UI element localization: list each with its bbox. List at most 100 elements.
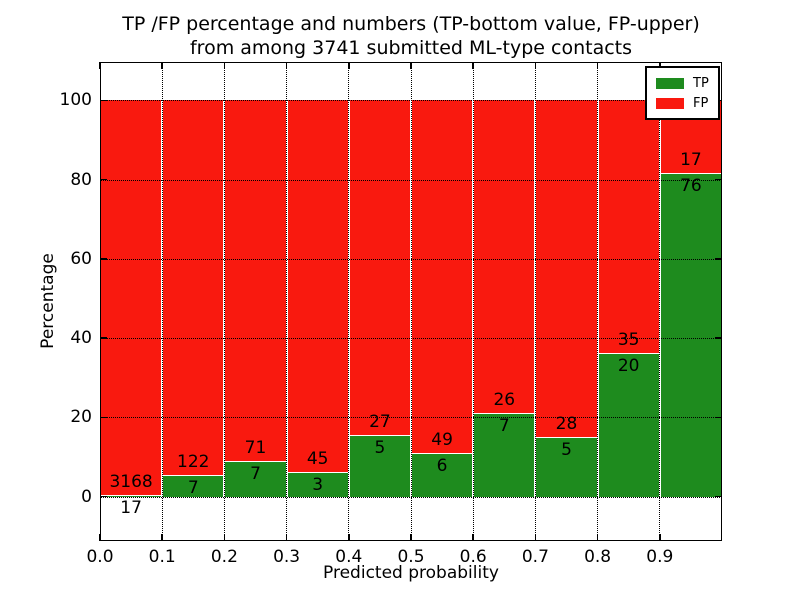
x-axis-label: Predicted probability <box>323 563 499 583</box>
x-tick-label: 0.8 <box>584 547 612 567</box>
bar-segment-tp <box>101 494 162 497</box>
x-tick-mark-top <box>410 62 412 69</box>
x-tick-mark-top <box>99 62 101 69</box>
gridline-horizontal <box>100 496 722 498</box>
x-tick-label: 0.0 <box>86 547 114 567</box>
y-tick-mark-right <box>715 416 722 419</box>
y-tick-label: 100 <box>59 90 92 111</box>
bar-segment-tp <box>536 436 597 497</box>
bar-label-tp: 7 <box>187 478 199 499</box>
x-tick-label: 0.3 <box>273 547 301 567</box>
bar-segment-tp <box>225 461 286 497</box>
bar-label-tp: 6 <box>436 456 448 477</box>
y-tick-mark <box>100 495 107 498</box>
bar-segment-tp <box>163 475 224 497</box>
gridline-vertical <box>161 62 163 541</box>
bar-segment-fp <box>163 100 224 476</box>
y-tick-mark <box>100 416 107 419</box>
gridline-vertical <box>659 62 661 541</box>
bar-label-fp: 35 <box>617 329 640 350</box>
y-tick-label: 60 <box>70 248 92 269</box>
bar-segment-fp <box>225 100 286 462</box>
bar-label-fp: 71 <box>244 438 267 459</box>
bar-label-tp: 5 <box>561 439 572 460</box>
y-tick-label: 80 <box>70 169 92 190</box>
bar-label-fp: 26 <box>493 389 516 410</box>
legend: TP FP <box>645 66 720 120</box>
x-tick-mark-top <box>161 62 163 69</box>
x-tick-label: 0.2 <box>210 547 238 567</box>
x-tick-mark-top <box>596 62 599 69</box>
x-tick-mark-top <box>223 62 226 69</box>
bar-segment-fp <box>598 100 659 353</box>
y-tick-label: 40 <box>70 328 92 349</box>
fp-color-swatch <box>656 97 684 109</box>
bar-label-fp: 27 <box>369 411 391 432</box>
y-tick-mark-right <box>715 337 722 339</box>
bar-segment-fp <box>536 100 597 437</box>
bar-label-tp: 20 <box>617 355 640 376</box>
x-tick-mark <box>659 534 661 541</box>
gridline-horizontal <box>100 258 722 260</box>
x-tick-mark <box>348 534 350 541</box>
x-tick-label: 0.7 <box>521 547 549 567</box>
plot-area: 3168 17 122 7 71 7 45 3 27 5 49 6 26 7 28 5 35 20 17 76 <box>99 62 722 541</box>
chart-title: TP /FP percentage and numbers (TP-bottom… <box>100 12 722 60</box>
chart-title-line1: TP /FP percentage and numbers (TP-bottom… <box>122 13 700 35</box>
x-tick-label: 0.6 <box>459 547 487 567</box>
x-tick-label: 0.1 <box>148 547 176 567</box>
gridline-vertical <box>472 62 474 541</box>
bar-label-fp: 3168 <box>109 471 153 492</box>
bar-label-fp: 45 <box>306 448 329 469</box>
gridline-vertical <box>597 62 599 541</box>
x-tick-mark <box>99 534 101 541</box>
bar-label-tp: 17 <box>120 497 142 518</box>
y-tick-label: 20 <box>70 407 92 428</box>
bar-segment-fp <box>474 100 535 413</box>
bar-segment-tp <box>412 453 473 497</box>
bar-segment-tp <box>598 352 659 497</box>
bar-label-tp: 7 <box>498 415 510 436</box>
x-tick-mark-top <box>472 62 474 69</box>
chart-title-line2: from among 3741 submitted ML-type contac… <box>189 37 633 59</box>
gridline-vertical <box>223 62 225 541</box>
gridline-vertical <box>410 62 412 541</box>
x-tick-mark <box>223 534 226 541</box>
x-tick-mark-top <box>285 62 288 69</box>
bar-label-fp: 28 <box>555 413 578 434</box>
y-tick-mark <box>100 258 107 260</box>
bar-segment-fp <box>101 100 162 495</box>
bar-label-fp: 49 <box>431 430 453 451</box>
tp-color-swatch <box>656 77 684 89</box>
y-tick-label: 0 <box>81 486 92 507</box>
bar-segment-fp <box>287 100 348 472</box>
x-tick-mark <box>161 534 163 541</box>
y-tick-mark <box>100 99 107 102</box>
bar-label-fp: 17 <box>680 149 702 170</box>
x-tick-label: 0.9 <box>646 547 674 567</box>
y-tick-mark <box>100 337 107 339</box>
y-tick-mark-right <box>715 258 722 260</box>
gridline-horizontal <box>100 179 722 181</box>
gridline-horizontal <box>100 417 722 419</box>
x-tick-mark-top <box>534 62 537 69</box>
bar-segment-tp <box>287 471 348 497</box>
bar-segment-fp <box>412 100 473 454</box>
y-tick-mark-right <box>715 178 722 181</box>
y-tick-mark <box>100 178 107 181</box>
x-tick-mark <box>596 534 599 541</box>
x-tick-mark <box>534 534 537 541</box>
legend-entry: FP <box>656 93 709 113</box>
bar-label-fp: 122 <box>177 452 210 473</box>
x-tick-mark <box>472 534 474 541</box>
gridline-vertical <box>348 62 350 541</box>
legend-label: FP <box>693 95 709 111</box>
y-tick-mark-right <box>715 495 722 498</box>
legend-entry: TP <box>656 73 709 93</box>
bar-segment-tp <box>349 434 410 497</box>
bar-segment-tp <box>660 172 721 497</box>
bar-label-tp: 7 <box>250 464 261 485</box>
x-tick-mark-top <box>659 62 661 69</box>
x-tick-label: 0.5 <box>397 547 425 567</box>
